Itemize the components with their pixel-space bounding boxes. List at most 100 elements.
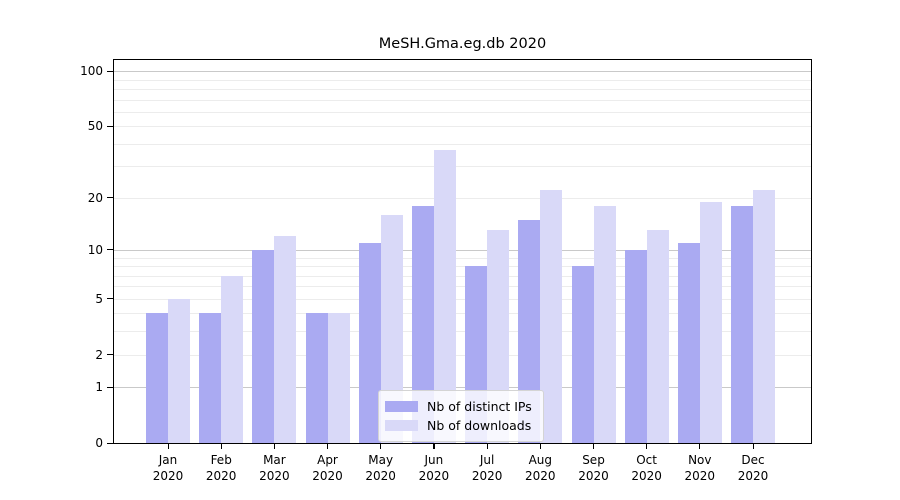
- legend-entry-downloads: Nb of downloads: [385, 416, 535, 435]
- gridline-minor: [114, 88, 811, 90]
- y-tick-label: 10: [87, 242, 103, 257]
- x-tick-month: Jul: [479, 453, 495, 467]
- bar-downloads: [221, 275, 244, 443]
- x-tick-month: Jan: [158, 453, 178, 467]
- x-tick-mark: [593, 444, 595, 449]
- y-tick-label: 20: [87, 190, 103, 205]
- x-tick-month: Oct: [636, 453, 657, 467]
- gridline-minor: [114, 298, 811, 300]
- bar-downloads: [168, 298, 190, 443]
- plot-area: Nb of distinct IPs Nb of downloads: [113, 59, 812, 444]
- x-tick-label: Feb 2020: [189, 453, 253, 484]
- x-tick-mark: [486, 444, 488, 449]
- x-tick-mark: [433, 444, 435, 449]
- x-tick-month: Aug: [528, 453, 553, 467]
- bar-distinct-ips: [518, 219, 541, 443]
- x-tick-year: 2020: [684, 468, 716, 483]
- legend-label-downloads: Nb of downloads: [427, 418, 532, 433]
- y-tick-mark: [107, 125, 113, 127]
- x-tick-month: Apr: [317, 453, 338, 467]
- x-tick-month: Nov: [688, 453, 712, 467]
- x-tick-mark: [273, 444, 276, 449]
- x-tick-label: Aug 2020: [508, 453, 572, 484]
- bar-distinct-ips: [252, 249, 275, 443]
- chart-title: MeSH.Gma.eg.db 2020: [378, 36, 547, 52]
- bar-downloads: [433, 149, 456, 443]
- x-tick-year: 2020: [205, 468, 237, 483]
- x-tick-month: Mar: [263, 453, 286, 467]
- x-tick-year: 2020: [418, 468, 450, 483]
- x-tick-label: Sep 2020: [562, 453, 626, 484]
- x-tick-year: 2020: [578, 468, 609, 483]
- y-tick-mark: [107, 298, 113, 300]
- x-tick-label: Jan 2020: [136, 453, 200, 484]
- gridline-minor: [114, 257, 811, 259]
- gridline-minor: [114, 99, 811, 101]
- x-tick-year: 2020: [471, 468, 503, 483]
- bar-downloads: [540, 190, 563, 443]
- y-tick-label: 0: [95, 436, 103, 450]
- x-tick-year: 2020: [525, 468, 556, 483]
- y-tick-mark: [107, 70, 113, 72]
- legend: Nb of distinct IPs Nb of downloads: [378, 390, 544, 442]
- y-tick-label: 1: [95, 380, 103, 395]
- bar-downloads: [327, 313, 350, 443]
- y-tick-mark: [107, 442, 113, 444]
- gridline-major: [114, 71, 811, 73]
- x-tick-month: Dec: [741, 453, 765, 467]
- x-tick-mark: [220, 444, 222, 449]
- gridline-minor: [114, 354, 811, 356]
- x-tick-label: Dec 2020: [721, 453, 785, 484]
- y-tick-label: 2: [95, 347, 103, 362]
- bar-distinct-ips: [199, 313, 222, 443]
- bar-downloads: [646, 230, 669, 443]
- x-tick-year: 2020: [365, 468, 396, 483]
- gridline-major: [114, 249, 811, 251]
- y-tick-mark: [107, 197, 113, 199]
- y-tick-mark: [107, 354, 113, 356]
- x-tick-year: 2020: [737, 468, 769, 483]
- x-tick-month: Feb: [210, 453, 232, 467]
- x-tick-label: Jul 2020: [455, 453, 519, 484]
- gridline-minor: [114, 166, 811, 168]
- legend-swatch-downloads: [385, 420, 418, 431]
- x-tick-month: Jun: [424, 453, 444, 467]
- x-tick-mark: [646, 444, 648, 449]
- x-tick-mark: [380, 444, 382, 449]
- x-tick-month: May: [368, 453, 394, 467]
- x-tick-month: Sep: [582, 453, 605, 467]
- legend-entry-distinct-ips: Nb of distinct IPs: [385, 397, 535, 416]
- x-tick-mark: [327, 444, 329, 449]
- bar-distinct-ips: [358, 242, 381, 443]
- gridline-minor: [114, 126, 811, 128]
- y-tick-mark: [107, 249, 113, 251]
- x-tick-year: 2020: [152, 468, 184, 483]
- x-tick-label: Jun 2020: [402, 453, 466, 484]
- gridline-minor: [114, 197, 811, 199]
- gridline-minor: [114, 275, 811, 277]
- bar-distinct-ips: [731, 205, 753, 443]
- bar-downloads: [699, 201, 722, 443]
- x-tick-mark: [539, 444, 541, 449]
- bar-distinct-ips: [411, 205, 434, 443]
- bar-downloads: [487, 230, 510, 443]
- bar-distinct-ips: [624, 249, 647, 443]
- bar-distinct-ips: [305, 313, 328, 443]
- bar-downloads: [380, 214, 403, 443]
- gridline-minor: [114, 286, 811, 288]
- bar-downloads: [274, 236, 297, 443]
- y-tick-label: 50: [87, 119, 103, 134]
- y-tick-label: 5: [95, 291, 103, 306]
- bar-downloads: [753, 190, 775, 443]
- y-tick-label: 100: [80, 64, 103, 79]
- bar-distinct-ips: [677, 242, 700, 443]
- x-tick-mark: [167, 444, 169, 449]
- x-tick-mark: [699, 444, 701, 449]
- gridline-minor: [114, 331, 811, 333]
- legend-swatch-distinct-ips: [385, 401, 418, 412]
- x-tick-year: 2020: [631, 468, 662, 483]
- x-tick-label: Apr 2020: [296, 453, 360, 484]
- x-tick-year: 2020: [312, 468, 343, 483]
- gridline-major: [114, 387, 811, 389]
